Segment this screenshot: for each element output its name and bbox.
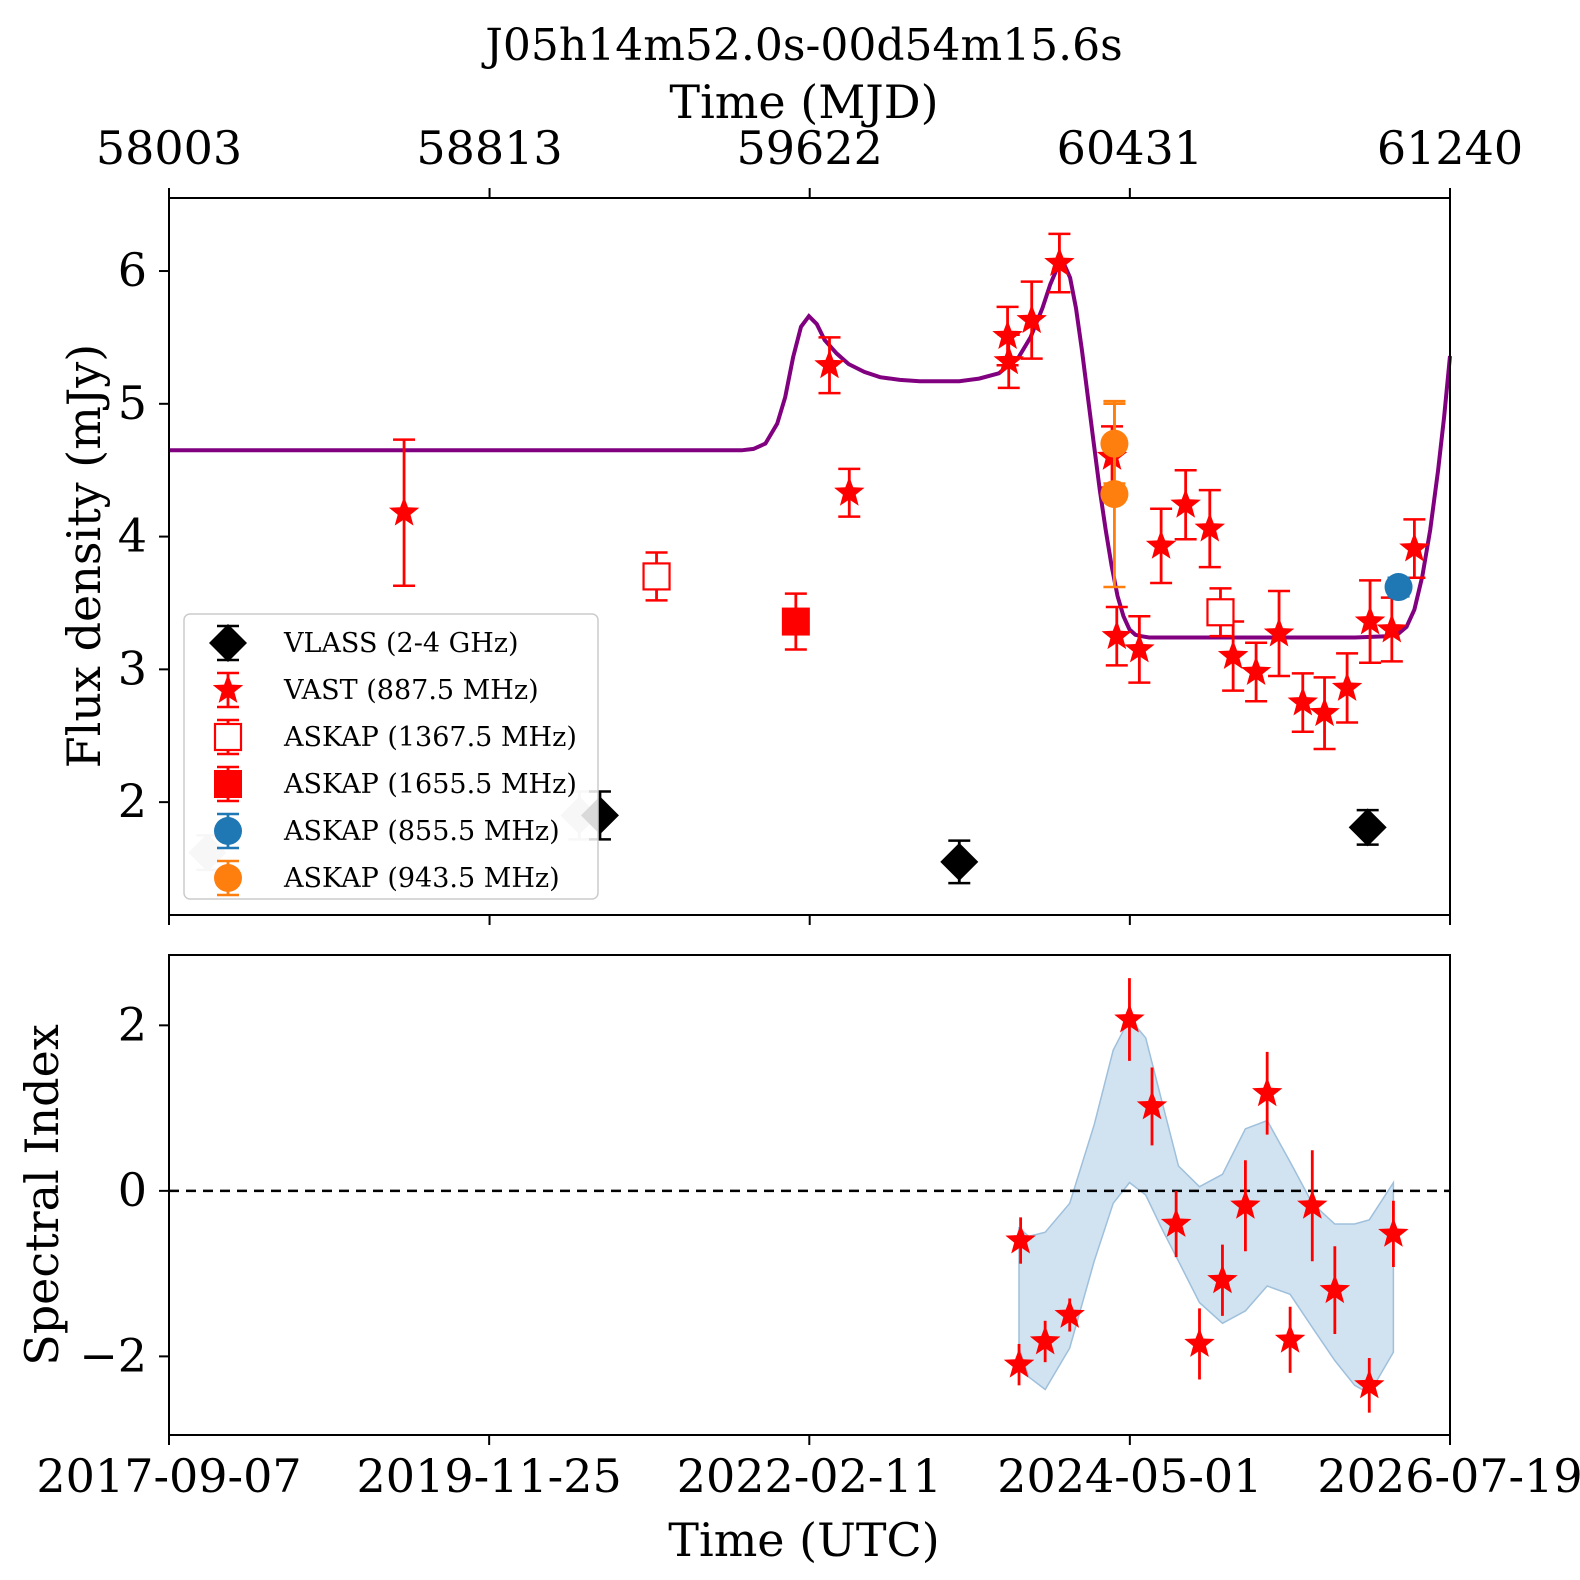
top-x-tick-label-4: 61240 [1377, 121, 1523, 175]
legend-vast-label: VAST (887.5 MHz) [283, 675, 539, 706]
spectral-y-tick-label-1: 0 [118, 1163, 147, 1217]
spectral-point-7 [1184, 1328, 1215, 1357]
flux-y-axis-label: Flux density (mJy) [57, 344, 111, 768]
spectral-point-12 [1297, 1189, 1328, 1219]
vast-point-4 [993, 345, 1024, 375]
bottom-x-tick-label-3: 2024-05-01 [997, 1449, 1262, 1503]
spectral-point-4 [1114, 1003, 1145, 1033]
spectral-point-15 [1378, 1217, 1409, 1247]
flux-y-tick-label-0: 2 [118, 774, 147, 828]
vlass-point-2 [1348, 808, 1387, 847]
flux-y-tick-label-3: 5 [118, 376, 147, 430]
spectral-point-10 [1252, 1077, 1283, 1107]
vast-point-20 [1376, 613, 1407, 643]
vast-point-10 [1145, 529, 1177, 559]
spectral-point-6 [1160, 1208, 1192, 1237]
bottom-x-tick-label-1: 2019-11-25 [357, 1449, 622, 1503]
spectral-index-band [1018, 1017, 1395, 1395]
vast-point-18 [1331, 672, 1363, 701]
top-x-axis-label: Time (MJD) [669, 75, 938, 129]
vast-point-16 [1287, 686, 1318, 716]
askap1367-point-1 [1206, 598, 1235, 627]
legend-askap1655-marker [214, 770, 242, 798]
vast-point-11 [1170, 488, 1201, 518]
spectral-point-3 [1054, 1299, 1085, 1328]
legend-askap943-label: ASKAP (943.5 MHz) [283, 863, 560, 894]
spectral-point-1 [1005, 1224, 1036, 1254]
top-x-tick-label-0: 58003 [96, 121, 242, 175]
legend-askap855-label: ASKAP (855.5 MHz) [283, 816, 560, 847]
vast-point-8 [1101, 620, 1132, 650]
vast-point-13 [1217, 640, 1249, 669]
flux-panel: 58003 58813 59622 60431 61240 2 3 4 5 6 Flux dens… [57, 121, 1523, 925]
spectral-point-11 [1274, 1323, 1306, 1353]
model-curve [169, 262, 1452, 640]
vast-point-19 [1354, 605, 1386, 635]
bottom-x-tick-label-0: 2017-09-07 [36, 1449, 301, 1503]
spectral-point-14 [1354, 1369, 1385, 1399]
legend-askap943-marker [214, 864, 242, 892]
chart-title: J05h14m52.0s-00d54m15.6s [481, 20, 1123, 71]
legend-vlass-marker [209, 624, 247, 662]
askap943-point-1 [1100, 480, 1129, 509]
bottom-x-axis-label: Time (UTC) [668, 1513, 939, 1567]
vast-point-15 [1263, 617, 1295, 647]
vast-point-5 [1016, 304, 1047, 334]
askap855-point-0 [1384, 573, 1413, 602]
legend-askap855-marker [214, 817, 242, 845]
askap1367-point-0 [642, 562, 671, 591]
askap1655-point-0 [781, 607, 810, 636]
legend-askap1367-label: ASKAP (1367.5 MHz) [283, 722, 577, 753]
legend: VLASS (2-4 GHz) VAST (887.5 MHz) ASKAP (13… [183, 613, 599, 900]
top-x-tick-label-2: 59622 [737, 121, 883, 175]
spectral-point-9 [1230, 1189, 1261, 1219]
spectral-point-2 [1029, 1325, 1061, 1355]
legend-askap1367-marker [213, 722, 243, 752]
flux-y-tick-label-1: 3 [118, 641, 147, 695]
spectral-y-tick-label-0: −2 [79, 1328, 147, 1382]
vast-point-0 [388, 496, 420, 526]
vast-point-9 [1124, 633, 1155, 663]
spectral-point-5 [1136, 1090, 1168, 1120]
top-x-tick-label-1: 58813 [416, 121, 562, 175]
flux-y-tick-label-2: 4 [118, 509, 147, 563]
flux-y-tick-label-4: 6 [118, 243, 147, 297]
legend-box [183, 613, 599, 900]
legend-vast-marker [212, 674, 244, 703]
vast-point-1 [814, 349, 845, 379]
vast-point-17 [1309, 697, 1340, 727]
spectral-panel: 2017-09-07 2019-11-25 2022-02-11 2024-05-01… [15, 954, 1580, 1567]
vast-point-21 [1399, 532, 1430, 562]
bottom-x-tick-label-4: 2026-07-19 [1317, 1449, 1580, 1503]
legend-askap1655-label: ASKAP (1655.5 MHz) [283, 769, 577, 800]
legend-vlass-label: VLASS (2-4 GHz) [283, 628, 519, 659]
spectral-y-tick-label-2: 2 [118, 997, 147, 1051]
vast-point-2 [834, 476, 865, 506]
vast-point-6 [1044, 247, 1075, 276]
vlass-point-1 [940, 842, 979, 881]
spectral-point-8 [1207, 1264, 1238, 1294]
vast-point-14 [1240, 656, 1272, 685]
spectral-point-13 [1319, 1274, 1351, 1304]
spectral-y-axis-label: Spectral Index [15, 1024, 69, 1366]
vast-point-12 [1194, 512, 1225, 542]
bottom-x-tick-label-2: 2022-02-11 [677, 1449, 942, 1503]
spectral-point-0 [1003, 1348, 1035, 1378]
top-x-tick-label-3: 60431 [1057, 121, 1203, 175]
